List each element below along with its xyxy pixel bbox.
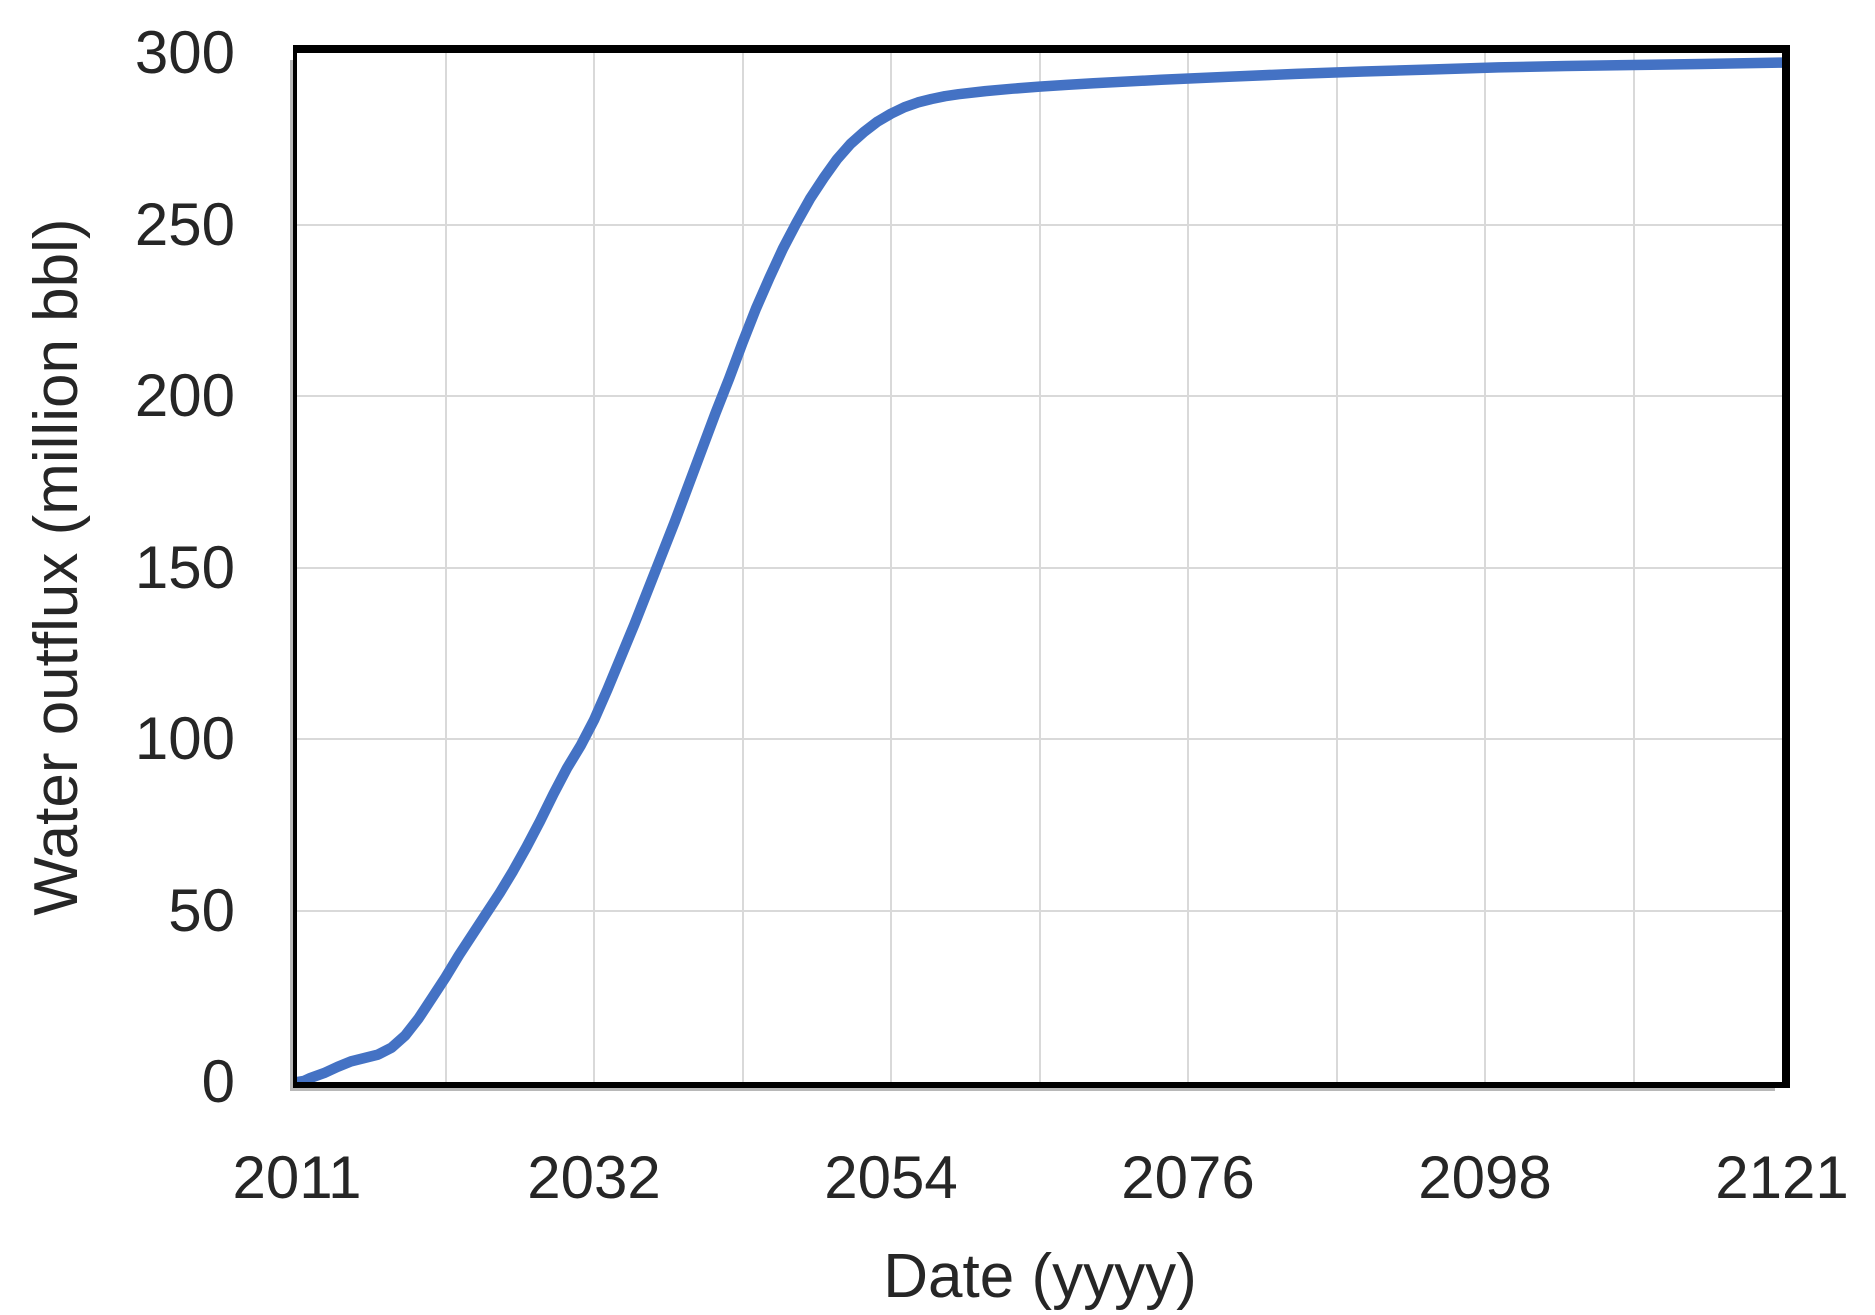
x-axis-title: Date (yyyy) — [883, 1242, 1197, 1311]
vertical-gridline — [444, 53, 447, 1082]
vertical-gridline — [890, 53, 892, 1082]
y-tick-label: 50 — [168, 876, 235, 944]
vertical-gridline — [1335, 53, 1338, 1082]
x-tick-label: 2076 — [1121, 1144, 1255, 1211]
x-tick-label: 2032 — [527, 1144, 661, 1211]
vertical-gridline — [1632, 53, 1635, 1082]
y-tick-label: 100 — [134, 705, 235, 772]
vertical-gridline — [1187, 53, 1189, 1082]
y-tick-label: 200 — [134, 362, 235, 429]
y-tick-label: 0 — [201, 1048, 235, 1115]
plot-area — [293, 45, 1790, 1088]
y-tick-label: 300 — [134, 19, 235, 86]
x-tick-label: 2121 — [1715, 1144, 1849, 1211]
vertical-gridline — [741, 53, 744, 1082]
water-outflux-series-line — [297, 57, 1782, 1082]
vertical-gridline — [593, 53, 595, 1082]
x-tick-label: 2098 — [1418, 1144, 1552, 1211]
x-tick-label: 2011 — [232, 1144, 362, 1211]
y-tick-label: 150 — [134, 533, 235, 601]
vertical-gridline — [1038, 53, 1041, 1082]
y-tick-label: 250 — [134, 190, 235, 258]
plot-grid-region — [297, 53, 1782, 1082]
series-line-svg — [297, 57, 1782, 1082]
x-tick-label: 2054 — [824, 1144, 958, 1211]
vertical-gridline — [1484, 53, 1486, 1082]
